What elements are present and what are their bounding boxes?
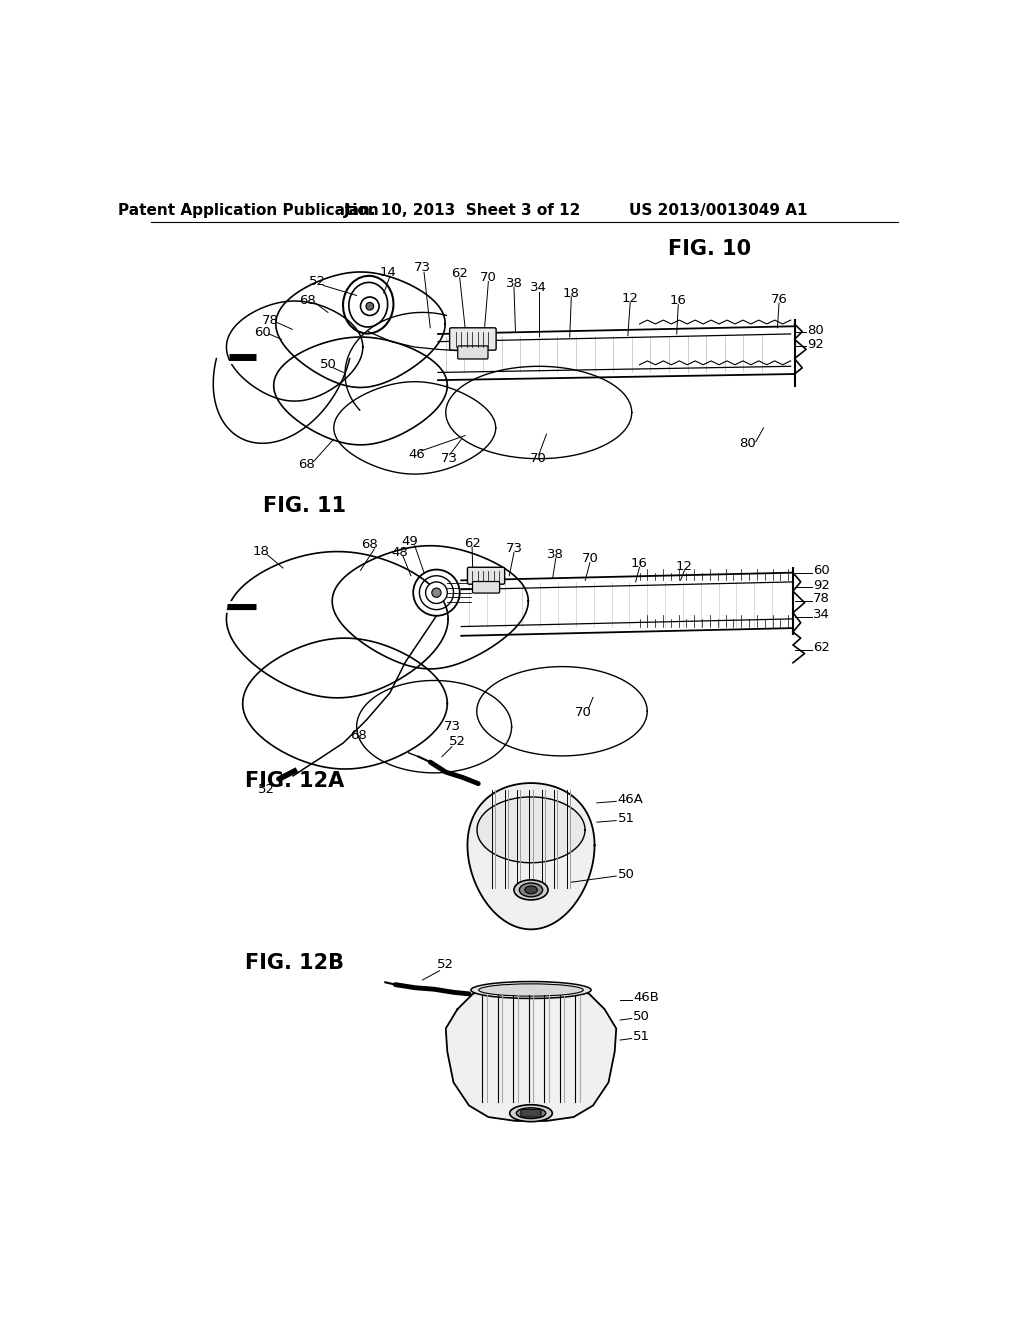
Text: 50: 50 [319,358,337,371]
Circle shape [360,297,379,315]
Text: 38: 38 [548,548,564,561]
Text: 46: 46 [408,449,425,462]
Ellipse shape [514,880,548,900]
Text: 16: 16 [670,294,687,308]
Text: 34: 34 [530,281,547,294]
Text: 50: 50 [633,1010,650,1023]
Text: 73: 73 [443,721,461,733]
Text: 62: 62 [452,268,468,280]
Polygon shape [445,982,616,1121]
Text: 18: 18 [563,286,580,300]
Text: 62: 62 [813,640,830,653]
Text: 80: 80 [739,437,757,450]
Text: 62: 62 [464,537,480,550]
FancyBboxPatch shape [521,1109,541,1117]
Text: FIG. 10: FIG. 10 [668,239,751,259]
Text: 73: 73 [506,543,522,556]
Text: US 2013/0013049 A1: US 2013/0013049 A1 [630,203,808,218]
Ellipse shape [516,1107,546,1118]
Text: 78: 78 [813,593,830,606]
Text: 78: 78 [262,314,279,326]
Polygon shape [477,797,585,863]
Text: 73: 73 [414,261,431,275]
Text: 70: 70 [530,453,547,465]
Text: 68: 68 [299,294,316,308]
Text: 51: 51 [617,812,635,825]
Text: 34: 34 [813,607,830,620]
Ellipse shape [519,883,543,896]
Text: 70: 70 [582,552,598,565]
Text: FIG. 12A: FIG. 12A [245,771,344,791]
Text: 16: 16 [631,557,648,570]
Text: 60: 60 [255,326,271,339]
Text: 60: 60 [813,564,829,577]
Text: 68: 68 [298,458,314,471]
Text: 12: 12 [676,560,693,573]
Text: Patent Application Publication: Patent Application Publication [118,203,379,218]
Text: FIG. 12B: FIG. 12B [245,953,344,973]
Text: 68: 68 [350,730,368,742]
Text: 46A: 46A [617,792,644,805]
Circle shape [426,582,447,603]
Text: 68: 68 [361,539,378,552]
Circle shape [432,589,441,598]
FancyBboxPatch shape [458,346,488,359]
Text: 12: 12 [622,292,639,305]
Text: 80: 80 [807,325,823,338]
Text: 38: 38 [506,277,522,289]
Text: 48: 48 [391,546,408,560]
Text: 92: 92 [807,338,823,351]
Text: 92: 92 [813,579,830,593]
Ellipse shape [471,982,591,998]
Ellipse shape [478,983,584,997]
Polygon shape [467,783,595,929]
Text: 52: 52 [308,275,326,288]
FancyBboxPatch shape [450,327,496,350]
Circle shape [366,302,374,310]
Text: 18: 18 [253,545,269,557]
Text: 52: 52 [449,735,466,748]
Text: 51: 51 [633,1030,650,1043]
FancyBboxPatch shape [467,568,505,585]
Text: 73: 73 [441,453,458,465]
Text: 52: 52 [437,958,455,972]
Text: Jan. 10, 2013  Sheet 3 of 12: Jan. 10, 2013 Sheet 3 of 12 [344,203,582,218]
Text: 50: 50 [617,869,635,880]
Text: 49: 49 [401,536,419,548]
Text: 70: 70 [575,706,592,719]
Text: 70: 70 [480,271,497,284]
Text: 14: 14 [379,265,396,279]
Text: 52: 52 [257,783,274,796]
Text: 76: 76 [771,293,787,306]
Ellipse shape [524,886,538,894]
Ellipse shape [510,1105,552,1122]
FancyBboxPatch shape [472,582,500,593]
Text: FIG. 11: FIG. 11 [263,496,346,516]
Text: 46B: 46B [633,991,659,1005]
